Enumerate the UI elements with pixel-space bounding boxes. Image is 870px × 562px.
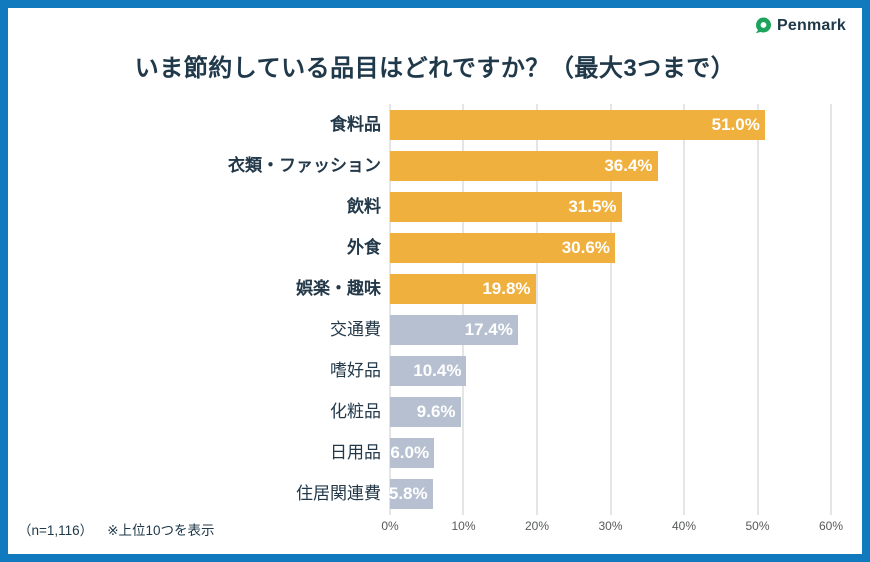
gridline-0% [389, 104, 391, 515]
x-tick-label-50%: 50% [745, 519, 770, 533]
gridline-30% [610, 104, 611, 515]
category-label: 娯楽・趣味 [296, 279, 381, 298]
top10-note: ※上位10つを表示 [107, 523, 215, 538]
bar: 30.6% [390, 233, 615, 263]
bar: 17.4% [390, 315, 518, 345]
category-label: 日用品 [330, 443, 381, 462]
category-label: 化粧品 [330, 402, 381, 421]
bar-row: 化粧品 9.6% [330, 397, 831, 427]
gridline-10% [462, 104, 464, 515]
category-label: 食料品 [330, 115, 381, 134]
x-axis: 0% 10% 20% 30% 40% 50% 60% [381, 519, 843, 535]
chart-title: いま節約している品目はどれですか？（最大3つまで） [134, 55, 736, 82]
bar-row: 飲料 31.5% [347, 192, 831, 222]
value-label: 51.0% [711, 115, 760, 134]
category-label: 外食 [347, 238, 381, 257]
bar-row: 交通費 17.4% [330, 315, 831, 345]
penmark-logo: Penmark [754, 14, 846, 38]
bar: 51.0% [390, 110, 765, 140]
penmark-logo-icon [754, 17, 772, 35]
gridline-20% [536, 104, 538, 515]
bar: 10.4% [390, 356, 467, 386]
category-label: 嗜好品 [330, 361, 381, 380]
gridline-40% [683, 104, 685, 515]
value-label: 31.5% [568, 197, 617, 216]
category-label: 衣類・ファッション [228, 156, 381, 175]
x-tick-label-10%: 10% [451, 519, 476, 533]
bar: 19.8% [390, 274, 536, 304]
bar-row: 衣類・ファッション 36.4% [228, 151, 831, 181]
value-label: 9.6% [416, 402, 456, 421]
value-label: 10.4% [413, 361, 462, 380]
bar-rows: 食料品 51.0% 衣類・ファッション 36.4% 飲料 31.5% 外食 30.6% 娯楽・趣… [228, 110, 831, 509]
bar-row: 嗜好品 10.4% [330, 356, 831, 386]
value-label: 36.4% [604, 156, 653, 175]
gridline-60% [830, 104, 832, 515]
bar: 31.5% [390, 192, 622, 222]
category-label: 交通費 [330, 320, 381, 339]
bar-row: 食料品 51.0% [330, 110, 831, 140]
bar-chart-plot: 0% 10% 20% 30% 40% 50% 60% 食料品 51.0% 衣類・ファッション 36… [228, 104, 843, 533]
bar-row: 娯楽・趣味 19.8% [296, 274, 831, 304]
footnote: （n=1,116） ※上位10つを表示 [18, 519, 215, 539]
bar: 9.6% [390, 397, 461, 427]
value-label: 30.6% [561, 238, 610, 257]
bar: 36.4% [390, 151, 658, 181]
x-tick-label-40%: 40% [671, 519, 696, 533]
bar: 5.8% [388, 479, 433, 509]
category-label: 飲料 [347, 197, 381, 216]
x-tick-label-20%: 20% [524, 519, 549, 533]
bar-row: 住居関連費 5.8% [296, 479, 831, 509]
bar-row: 日用品 6.0% [330, 438, 831, 468]
category-label: 住居関連費 [296, 484, 381, 503]
penmark-logo-text: Penmark [777, 17, 846, 34]
value-label: 6.0% [390, 443, 430, 462]
x-tick-label-30%: 30% [598, 519, 623, 533]
gridline-50% [757, 104, 758, 515]
x-tick-label-0%: 0% [381, 519, 399, 533]
bar: 6.0% [390, 438, 435, 468]
sample-size: （n=1,116） [18, 523, 94, 538]
x-tick-label-60%: 60% [818, 519, 844, 533]
value-label: 5.8% [388, 484, 428, 503]
value-label: 19.8% [482, 279, 531, 298]
value-label: 17.4% [464, 320, 513, 339]
bar-row: 外食 30.6% [347, 233, 831, 263]
